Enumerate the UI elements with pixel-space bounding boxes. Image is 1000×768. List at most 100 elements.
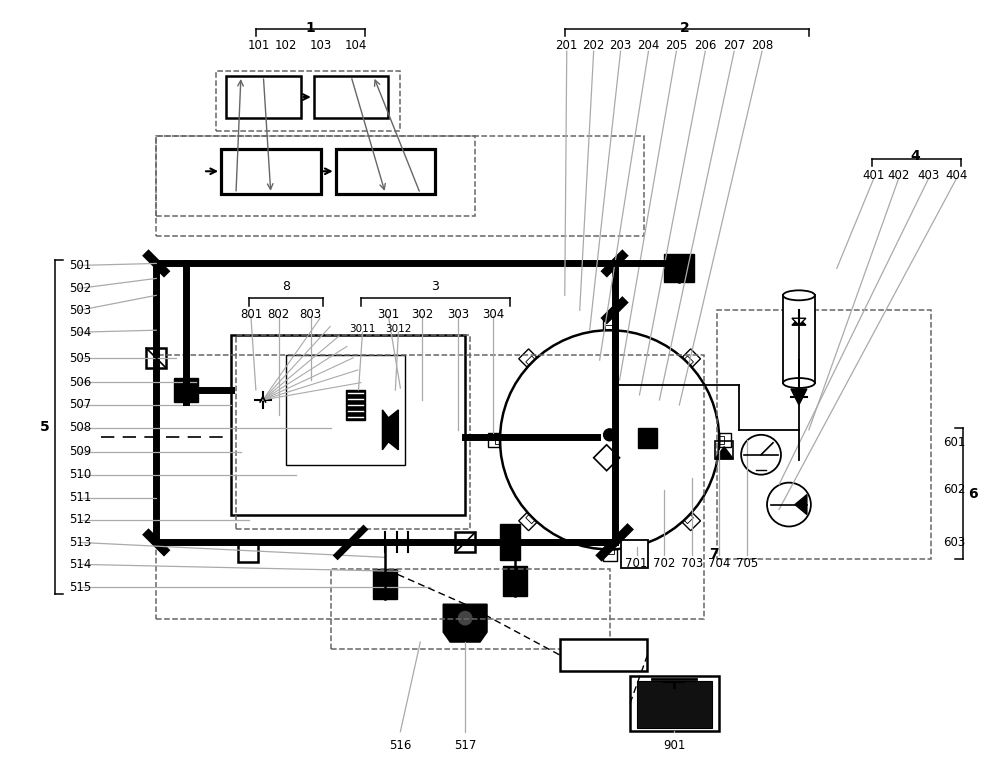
Text: 505: 505 — [70, 352, 92, 365]
Bar — [216, 71, 400, 131]
Polygon shape — [795, 495, 807, 515]
Text: 303: 303 — [447, 308, 469, 321]
Bar — [455, 532, 475, 552]
Text: 204: 204 — [637, 39, 660, 52]
Text: 208: 208 — [751, 39, 773, 52]
Text: 516: 516 — [389, 739, 412, 752]
Text: 402: 402 — [887, 169, 910, 182]
Text: 704: 704 — [708, 558, 730, 571]
Text: 101: 101 — [248, 39, 270, 52]
Ellipse shape — [783, 290, 815, 300]
Text: 4: 4 — [911, 149, 920, 163]
Text: 601: 601 — [943, 436, 966, 449]
Text: 103: 103 — [310, 39, 332, 52]
Bar — [783, 296, 815, 383]
Bar — [314, 76, 388, 118]
Polygon shape — [443, 604, 487, 642]
Text: 102: 102 — [275, 39, 297, 52]
Text: 803: 803 — [300, 308, 322, 321]
Text: 503: 503 — [70, 304, 92, 316]
Text: 6: 6 — [968, 487, 978, 501]
Text: 301: 301 — [377, 308, 400, 321]
Circle shape — [767, 482, 811, 527]
Text: 203: 203 — [609, 39, 632, 52]
Text: 5: 5 — [40, 420, 50, 435]
Text: 512: 512 — [70, 513, 92, 526]
Bar — [715, 441, 733, 458]
Text: 509: 509 — [70, 445, 92, 458]
Bar — [717, 310, 931, 559]
Text: 504: 504 — [70, 326, 92, 339]
Text: 202: 202 — [582, 39, 605, 52]
Bar — [221, 149, 321, 194]
Polygon shape — [715, 447, 733, 458]
Text: 401: 401 — [862, 169, 885, 182]
Text: 510: 510 — [70, 468, 92, 482]
Polygon shape — [503, 566, 527, 596]
Text: 502: 502 — [70, 282, 92, 295]
Text: 207: 207 — [723, 39, 745, 52]
Text: 514: 514 — [70, 558, 92, 571]
Text: 403: 403 — [917, 169, 940, 182]
Text: 603: 603 — [943, 536, 966, 549]
Text: 7: 7 — [709, 548, 719, 561]
Bar — [231, 335, 465, 515]
Text: 304: 304 — [482, 308, 504, 321]
Text: 511: 511 — [70, 491, 92, 504]
Text: 705: 705 — [736, 558, 758, 571]
Text: 901: 901 — [663, 739, 686, 752]
Bar — [331, 569, 610, 649]
Polygon shape — [792, 318, 806, 325]
Text: 801: 801 — [240, 308, 262, 321]
Text: 602: 602 — [943, 483, 966, 496]
Polygon shape — [638, 428, 657, 448]
Bar — [621, 541, 648, 568]
Bar — [146, 348, 166, 368]
Text: 201: 201 — [556, 39, 578, 52]
Text: 302: 302 — [411, 308, 433, 321]
Text: 206: 206 — [694, 39, 716, 52]
Text: 517: 517 — [454, 739, 476, 752]
Bar — [238, 542, 258, 562]
Polygon shape — [174, 378, 198, 402]
Polygon shape — [791, 389, 807, 405]
Text: 508: 508 — [70, 422, 92, 435]
Polygon shape — [382, 410, 398, 450]
Polygon shape — [373, 569, 397, 599]
Text: 3: 3 — [431, 280, 439, 293]
Polygon shape — [346, 390, 365, 420]
Bar — [226, 76, 301, 118]
Bar — [236, 335, 470, 529]
Text: 515: 515 — [70, 581, 92, 594]
Text: 3011: 3011 — [349, 324, 376, 334]
Text: 702: 702 — [653, 558, 676, 571]
Text: 703: 703 — [681, 558, 703, 571]
Text: 506: 506 — [70, 376, 92, 389]
Polygon shape — [594, 445, 620, 471]
Text: 2: 2 — [679, 22, 689, 35]
Text: 8: 8 — [282, 280, 290, 293]
Bar — [156, 136, 475, 216]
Ellipse shape — [783, 378, 815, 388]
Bar — [336, 149, 435, 194]
Text: 3012: 3012 — [385, 324, 412, 334]
Text: 104: 104 — [344, 39, 367, 52]
Bar — [560, 639, 647, 671]
Text: 507: 507 — [70, 399, 92, 412]
Text: 802: 802 — [268, 308, 290, 321]
Text: 1: 1 — [306, 22, 316, 35]
Text: 513: 513 — [70, 536, 92, 549]
Bar — [286, 355, 405, 465]
Circle shape — [741, 435, 781, 475]
Circle shape — [604, 429, 616, 441]
Text: 404: 404 — [945, 169, 968, 182]
Text: 501: 501 — [70, 259, 92, 272]
Text: 701: 701 — [625, 558, 648, 571]
Bar — [156, 136, 644, 236]
Bar — [156, 355, 704, 619]
Polygon shape — [792, 318, 806, 325]
Circle shape — [457, 611, 473, 626]
Polygon shape — [500, 525, 520, 561]
Bar — [637, 681, 712, 728]
Polygon shape — [664, 254, 694, 283]
